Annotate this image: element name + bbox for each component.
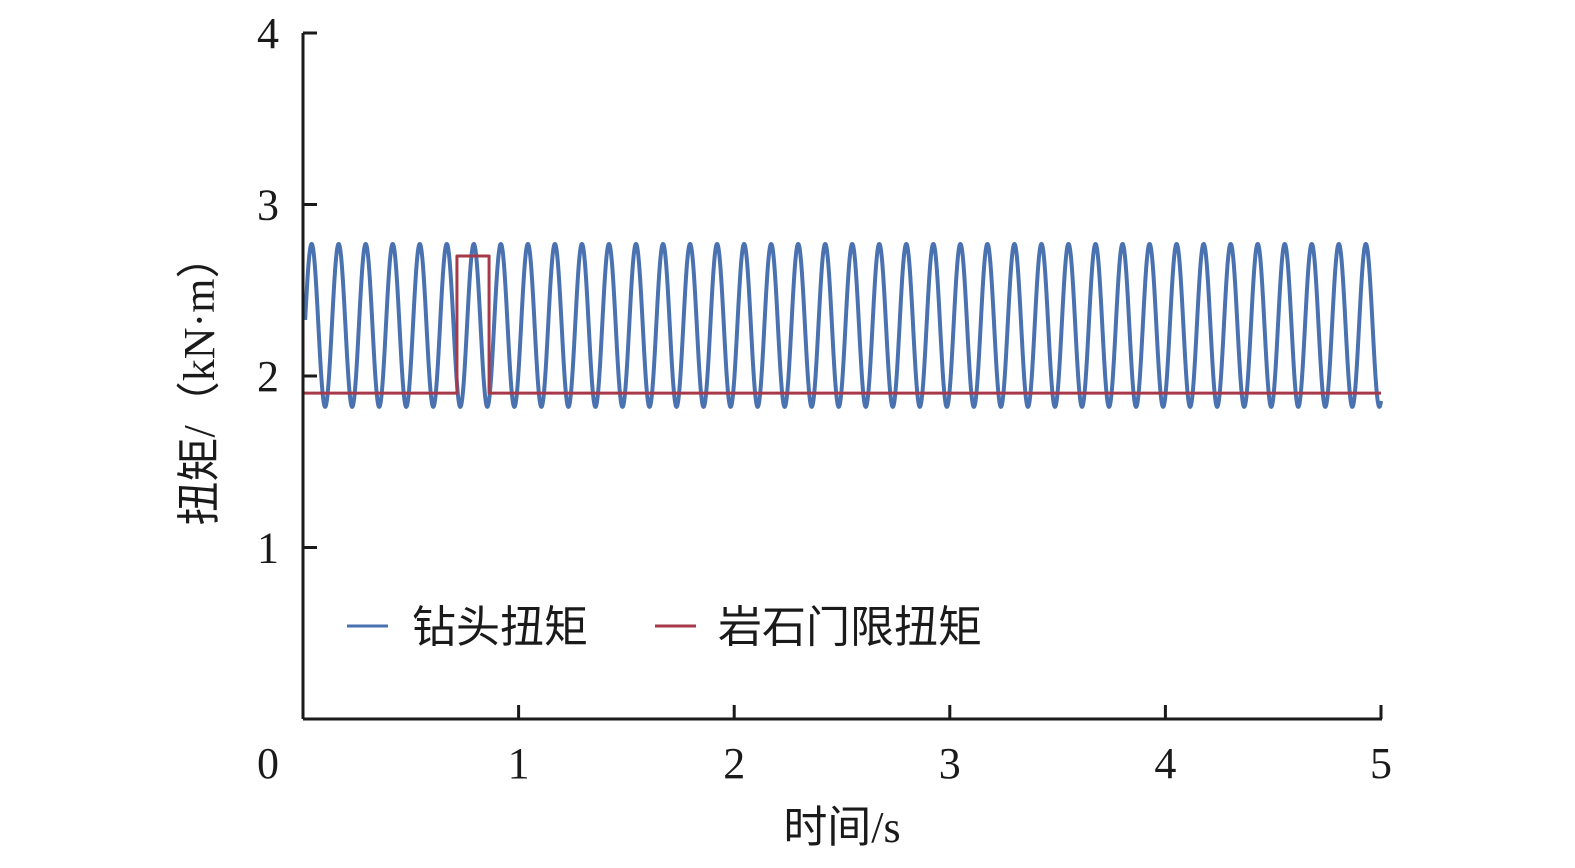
y-axis-label: 扭矩/（kN·m） (175, 235, 224, 526)
plot-area (303, 241, 1383, 409)
y-tick-label: 2 (257, 352, 279, 401)
x-tick-label: 1 (508, 739, 530, 788)
legend-label-drill-torque: 钻头扭矩 (412, 603, 588, 652)
series-rock-threshold-line (303, 254, 1381, 395)
x-tick-label: 4 (1154, 739, 1176, 788)
y-tick-label: 1 (257, 524, 279, 573)
x-tick-label: 3 (939, 739, 961, 788)
x-ticks: 0 1 2 3 4 5 (257, 705, 1392, 788)
series-drill-torque-line (303, 241, 1383, 409)
x-axis-label: 时间/s (783, 803, 900, 852)
y-tick-label: 3 (257, 181, 279, 230)
legend: 钻头扭矩 岩石门限扭矩 (347, 603, 982, 652)
y-tick-label: 4 (257, 9, 279, 58)
y-ticks: 1 2 3 4 (257, 9, 317, 573)
x-tick-label: 0 (257, 739, 279, 788)
x-tick-label: 2 (723, 739, 745, 788)
legend-label-rock-threshold: 岩石门限扭矩 (718, 603, 982, 652)
x-tick-label: 5 (1370, 739, 1392, 788)
